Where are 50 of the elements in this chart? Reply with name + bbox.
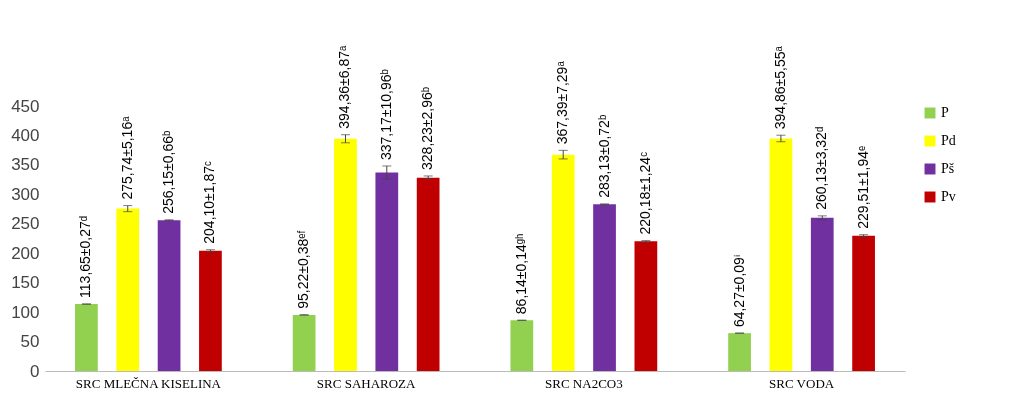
data-label: 86,14±0,14ᵍʰ (512, 233, 529, 315)
x-tick-label: SRC MLEČNA KISELINA (75, 375, 222, 391)
y-tick-label: 450 (11, 96, 40, 116)
bar (157, 220, 181, 371)
bar (75, 304, 98, 371)
data-label: 256,15±0,66ᵇ (160, 130, 177, 214)
data-label: 275,74±5,16ᵃ (118, 115, 135, 200)
y-tick-label: 250 (11, 214, 40, 234)
bar (728, 333, 751, 371)
bar (593, 204, 616, 371)
legend-label: Pš (941, 161, 955, 176)
data-label: 220,18±1,24ᶜ (636, 151, 653, 235)
legend-label: Pv (941, 189, 956, 204)
bar (510, 320, 534, 371)
bar (416, 177, 440, 371)
bar (116, 208, 140, 371)
bar (334, 138, 357, 371)
data-label: 394,86±5,55ᵃ (771, 45, 788, 130)
bar (292, 314, 316, 371)
data-label: 260,13±3,32ᵈ (813, 126, 830, 210)
data-label: 229,51±1,94ᵉ (854, 145, 871, 229)
bar (810, 217, 834, 371)
data-label: 328,23±2,96ᵇ (419, 86, 436, 170)
y-tick-label: 400 (11, 125, 40, 145)
data-label: 64,27±0,09ⁱ (730, 255, 747, 328)
data-label: 204,10±1,87ᶜ (201, 160, 218, 244)
y-tick-label: 350 (11, 155, 40, 175)
bar (375, 172, 399, 371)
y-tick-label: 150 (11, 273, 40, 293)
data-label: 113,65±0,27ᵈ (77, 215, 94, 298)
bar (199, 250, 222, 371)
bar (551, 154, 575, 371)
x-tick-label: SRC SAHAROZA (316, 375, 417, 391)
bar (852, 235, 875, 371)
x-tick-label: SRC VODA (769, 375, 835, 391)
y-tick-label: 50 (20, 332, 40, 352)
legend-label: Pd (941, 133, 956, 148)
data-label: 95,22±0,38ᵉᶠ (295, 230, 312, 309)
y-tick-label: 100 (11, 302, 40, 322)
y-tick-label: 300 (11, 184, 40, 204)
bar (769, 138, 793, 371)
x-tick-label: SRC NA2CO3 (545, 375, 623, 391)
data-label: 394,36±6,87ᵃ (336, 44, 353, 129)
data-label: 283,13±0,72ᵇ (595, 114, 612, 198)
y-tick-label: 0 (30, 361, 40, 381)
data-label: 337,17±10,96ᵇ (377, 69, 394, 160)
legend-label: P (941, 105, 949, 120)
y-tick-label: 200 (11, 243, 40, 263)
bar (634, 241, 658, 371)
data-label: 367,39±7,29ᵃ (554, 60, 571, 145)
